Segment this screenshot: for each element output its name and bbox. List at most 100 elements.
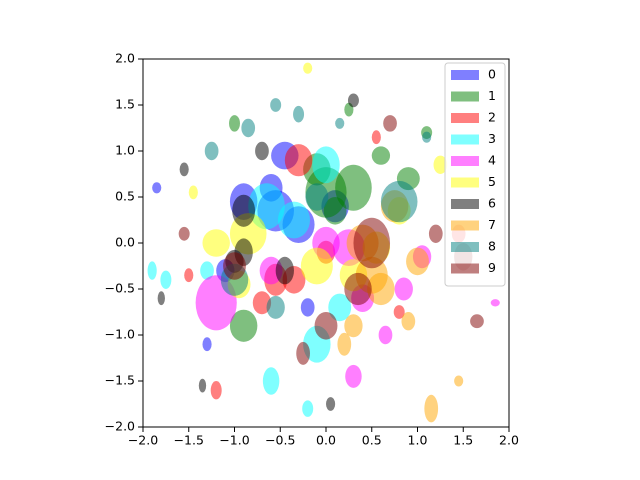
x-tick-label: 2.0 — [499, 433, 519, 448]
ellipse-point — [383, 115, 397, 132]
y-tick-label: −1.0 — [105, 327, 135, 342]
ellipse-point — [344, 314, 363, 338]
ellipse-point — [335, 117, 345, 129]
legend-swatch — [451, 263, 479, 274]
ellipse-point — [353, 217, 391, 269]
ellipse-point — [252, 291, 272, 315]
ellipse-point — [344, 272, 372, 306]
y-tick-label: 0.5 — [115, 189, 135, 204]
ellipse-point — [259, 256, 283, 285]
ellipse-point — [178, 226, 190, 241]
ellipse-point — [210, 381, 222, 400]
y-tick-label: 0.0 — [115, 235, 135, 250]
ellipse-point — [229, 309, 258, 342]
ellipse-point — [241, 118, 256, 138]
ellipse-point — [393, 305, 405, 319]
x-tick-label: −0.5 — [265, 433, 295, 448]
ellipse-point — [424, 394, 439, 423]
ellipse-point — [277, 201, 310, 239]
x-tick-label: 1.5 — [453, 433, 473, 448]
ellipse-point — [371, 146, 391, 165]
ellipse-point — [345, 364, 362, 388]
ellipse-point — [266, 295, 285, 319]
ellipse-point — [302, 400, 314, 417]
legend-swatch — [451, 156, 479, 166]
legend-label: 3 — [488, 131, 496, 146]
legend-label: 6 — [488, 196, 496, 211]
x-tick-label: −1.0 — [219, 433, 249, 448]
x-tick-label: −1.5 — [174, 433, 204, 448]
y-tick-label: −2.0 — [105, 419, 135, 434]
ellipse-point — [312, 146, 340, 184]
x-tick-label: 1.0 — [408, 433, 428, 448]
legend-label: 9 — [488, 260, 496, 275]
ellipse-point — [378, 325, 393, 345]
ellipse-point — [270, 98, 282, 112]
legend-swatch — [451, 134, 479, 145]
ellipse-point — [200, 261, 214, 280]
ellipse-point — [470, 314, 484, 329]
ellipse-point — [371, 130, 381, 145]
ellipse-point — [490, 299, 500, 307]
legend-swatch — [451, 91, 479, 102]
ellipse-point — [262, 367, 280, 395]
y-tick-label: −1.5 — [105, 373, 135, 388]
ellipse-point — [198, 378, 207, 393]
ellipse-point — [406, 247, 429, 276]
x-tick-label: 0.0 — [316, 433, 336, 448]
y-tick-label: −0.5 — [105, 281, 135, 296]
ellipse-point — [305, 183, 329, 211]
ellipse-point — [300, 247, 333, 285]
ellipse-point — [367, 272, 395, 306]
legend-swatch — [451, 177, 479, 188]
ellipse-point — [337, 332, 352, 356]
ellipse-point — [157, 291, 165, 306]
legend-label: 4 — [488, 153, 496, 168]
ellipse-point — [422, 131, 432, 143]
legend-label: 5 — [488, 174, 496, 189]
legend-swatch — [451, 113, 479, 123]
x-tick-label: 0.5 — [362, 433, 382, 448]
legend-swatch — [451, 242, 479, 252]
ellipse-point — [303, 62, 313, 74]
ellipse-point — [232, 194, 256, 227]
ellipse-point — [428, 224, 443, 243]
ellipse-point — [255, 141, 269, 161]
ellipse-point — [347, 93, 359, 108]
ellipse-point — [328, 293, 352, 322]
legend-swatch — [451, 70, 479, 80]
ellipse-point — [394, 277, 413, 301]
ellipse-point — [454, 375, 464, 387]
legend-swatch — [451, 199, 479, 209]
ellipse-point — [147, 261, 157, 280]
y-tick-label: 2.0 — [115, 51, 135, 66]
ellipse-point — [223, 252, 246, 280]
y-tick-label: 1.0 — [115, 143, 135, 158]
legend: 0 1 2 3 4 5 6 7 8 9 — [444, 62, 506, 287]
ellipse-point — [229, 115, 240, 132]
ellipse-point — [284, 144, 313, 177]
y-tick-label: 1.5 — [115, 97, 135, 112]
legend-swatch — [451, 220, 479, 231]
ellipse-point — [184, 268, 194, 283]
legend-label: 2 — [488, 110, 496, 125]
ellipse-point — [204, 141, 219, 161]
legend-label: 0 — [488, 67, 496, 82]
legend-label: 8 — [488, 239, 496, 254]
ellipse-point — [275, 256, 294, 285]
ellipse-point — [314, 312, 338, 340]
legend-label: 1 — [488, 88, 496, 103]
ellipse-point — [160, 270, 172, 289]
legend-label: 7 — [488, 217, 496, 232]
x-tick-label: −2.0 — [128, 433, 158, 448]
ellipse-point — [433, 155, 448, 174]
ellipse-point — [380, 180, 418, 223]
ellipse-point — [326, 397, 336, 411]
ellipse-point — [401, 312, 416, 331]
ellipse-point — [202, 229, 230, 257]
ellipse-point — [296, 341, 310, 365]
ellipse-point — [179, 162, 189, 177]
ellipse-point — [188, 185, 198, 200]
ellipse-point — [202, 337, 212, 352]
